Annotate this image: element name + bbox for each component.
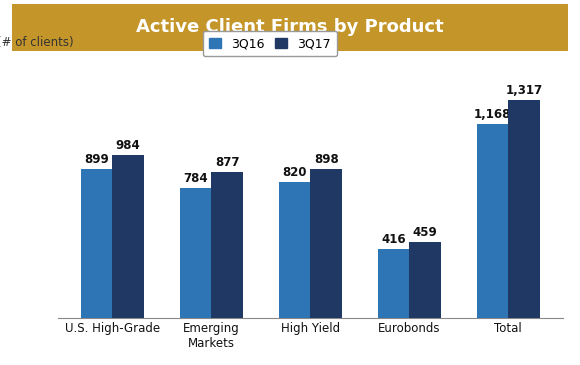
Text: 877: 877 — [215, 157, 240, 169]
Bar — [508, 100, 540, 318]
Bar — [477, 124, 508, 318]
Text: 899: 899 — [84, 153, 109, 166]
Bar — [278, 182, 310, 318]
Text: 984: 984 — [116, 139, 140, 152]
Text: 459: 459 — [413, 226, 437, 239]
Text: 1,168: 1,168 — [474, 108, 511, 121]
Text: 1,317: 1,317 — [505, 84, 542, 97]
Bar — [180, 188, 211, 318]
Bar — [409, 242, 441, 318]
Text: 416: 416 — [381, 233, 406, 246]
Text: (# of clients): (# of clients) — [0, 36, 74, 50]
Text: 820: 820 — [282, 166, 307, 179]
Text: 898: 898 — [314, 153, 339, 166]
Bar — [378, 249, 409, 318]
Text: 784: 784 — [183, 172, 208, 185]
Legend: 3Q16, 3Q17: 3Q16, 3Q17 — [202, 31, 337, 57]
Bar — [113, 155, 144, 318]
Bar — [310, 169, 342, 318]
Bar — [81, 169, 113, 318]
Bar — [211, 172, 243, 318]
Text: Active Client Firms by Product: Active Client Firms by Product — [136, 18, 444, 36]
